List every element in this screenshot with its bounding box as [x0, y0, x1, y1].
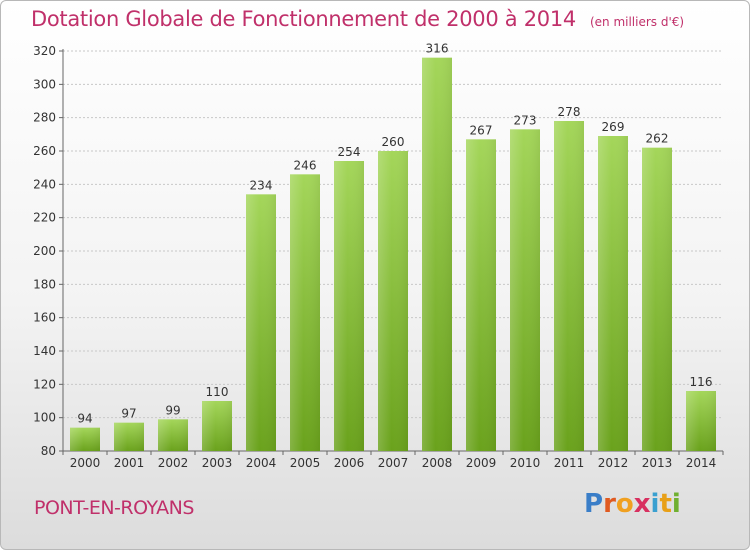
y-tick-label: 280	[33, 111, 56, 125]
y-tick-label: 320	[33, 44, 56, 58]
logo-letter: P	[584, 489, 604, 519]
bar-shine	[642, 147, 672, 451]
data-label: 316	[426, 42, 449, 56]
bar-shine	[466, 139, 496, 452]
data-label: 273	[514, 113, 537, 127]
y-tick-label: 300	[33, 77, 56, 91]
bar-shine	[334, 161, 364, 451]
logo-letter: o	[615, 489, 634, 519]
grid-layer	[63, 50, 723, 419]
data-label: 94	[77, 412, 92, 426]
commune-name: PONT-EN-ROYANS	[34, 497, 194, 519]
chart-title: Dotation Globale de Fonctionnement de 20…	[31, 7, 684, 31]
y-tick-label: 260	[33, 144, 56, 158]
x-tick-label: 2002	[158, 456, 189, 470]
y-tick-label: 240	[33, 177, 56, 191]
data-label: 260	[382, 135, 405, 149]
data-label: 99	[165, 403, 180, 417]
logo-letter: i	[671, 489, 681, 519]
y-tick-label: 160	[33, 311, 56, 325]
bar-layer	[70, 57, 716, 452]
chart-unit-note: (en milliers d'€)	[589, 15, 685, 29]
data-label: 97	[121, 407, 136, 421]
x-tick-label: 2014	[686, 456, 717, 470]
bar-shine	[686, 391, 716, 451]
y-tick-label: 200	[33, 244, 56, 258]
logo-letter: x	[633, 489, 651, 519]
x-tick-label: 2003	[202, 456, 233, 470]
data-label: 110	[206, 385, 229, 399]
data-label: 267	[470, 123, 493, 137]
x-tick-label: 2005	[290, 456, 321, 470]
bar-shine	[202, 401, 232, 451]
bar-shine	[114, 422, 144, 451]
y-tick-label: 140	[33, 344, 56, 358]
data-label: 278	[558, 105, 581, 119]
data-label: 246	[294, 158, 317, 172]
bar-shine	[246, 194, 276, 452]
data-label: 254	[338, 145, 361, 159]
logo-letter: r	[603, 489, 616, 519]
x-tick-label: 2011	[554, 456, 585, 470]
y-tick-label: 220	[33, 211, 56, 225]
bar-shine	[158, 419, 188, 451]
x-tick-label: 2007	[378, 456, 409, 470]
bar-shine	[70, 427, 100, 451]
logo-letter: i	[650, 489, 660, 519]
x-tick-label: 2010	[510, 456, 541, 470]
x-tick-label: 2004	[246, 456, 277, 470]
x-tick-label: 2008	[422, 456, 453, 470]
y-tick-label: 120	[33, 377, 56, 391]
x-tick-label: 2013	[642, 456, 673, 470]
x-tick-label: 2009	[466, 456, 497, 470]
x-tick-label: 2000	[70, 456, 101, 470]
bar-shine	[598, 136, 628, 451]
proxiti-logo: Proxiti	[584, 489, 681, 519]
x-tick-label: 2006	[334, 456, 365, 470]
bar-shine	[290, 174, 320, 452]
x-tick-label: 2012	[598, 456, 629, 470]
y-tick-label: 180	[33, 277, 56, 291]
data-label: 116	[690, 375, 713, 389]
data-label: 234	[250, 178, 273, 192]
label-layer: 94 97 99 110 234 246 254 260 316 267 273 278 269 262 1…	[77, 42, 712, 426]
bar-shine	[554, 121, 584, 451]
logo-letter: t	[659, 489, 672, 519]
bar-shine	[510, 129, 540, 452]
bar-shine	[422, 57, 452, 452]
y-tick-label: 100	[33, 411, 56, 425]
data-label: 269	[602, 120, 625, 134]
data-label: 262	[646, 132, 669, 146]
x-tick-label: 2001	[114, 456, 145, 470]
y-tick-label: 80	[41, 444, 56, 458]
chart-title-text: Dotation Globale de Fonctionnement de 20…	[31, 7, 576, 31]
bar-shine	[378, 151, 408, 451]
